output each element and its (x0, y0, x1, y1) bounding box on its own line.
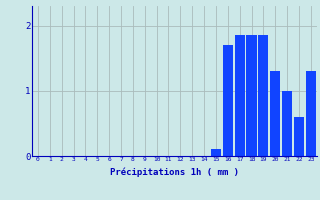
Bar (246, 35, 257, 156)
Bar (258, 35, 268, 156)
Bar (223, 45, 233, 156)
Bar (282, 91, 292, 156)
Bar (211, 149, 221, 156)
Bar (294, 117, 304, 156)
Bar (235, 35, 245, 156)
Bar (270, 71, 280, 156)
X-axis label: Précipitations 1h ( mm ): Précipitations 1h ( mm ) (110, 168, 239, 177)
Bar (306, 71, 316, 156)
